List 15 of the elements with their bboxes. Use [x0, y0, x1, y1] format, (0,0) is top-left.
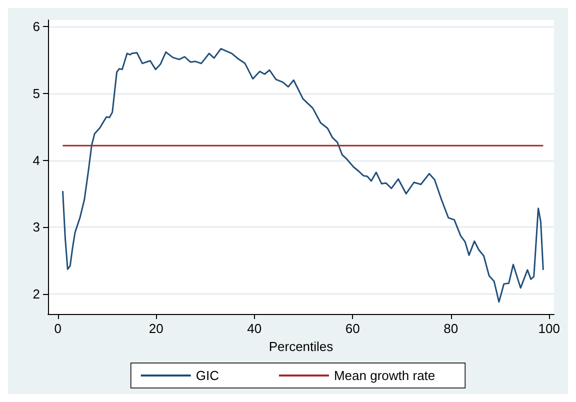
x-tick-label: 0 [54, 321, 62, 336]
legend-label: Mean growth rate [334, 368, 436, 383]
x-tick-label: 40 [247, 321, 262, 336]
y-tick-label: 4 [32, 152, 40, 168]
legend-label: GIC [196, 368, 219, 383]
x-tick-label: 20 [148, 321, 164, 336]
x-tick-label: 80 [444, 321, 458, 336]
y-tick-label: 6 [32, 19, 40, 34]
x-axis-title: Percentiles [268, 338, 334, 354]
y-tick-label: 2 [32, 286, 40, 302]
y-tick-label: 5 [32, 86, 40, 101]
x-tick-label: 100 [538, 321, 560, 336]
y-tick-label: 3 [32, 220, 40, 235]
line-series [62, 48, 544, 303]
x-tick-label: 60 [345, 321, 360, 336]
